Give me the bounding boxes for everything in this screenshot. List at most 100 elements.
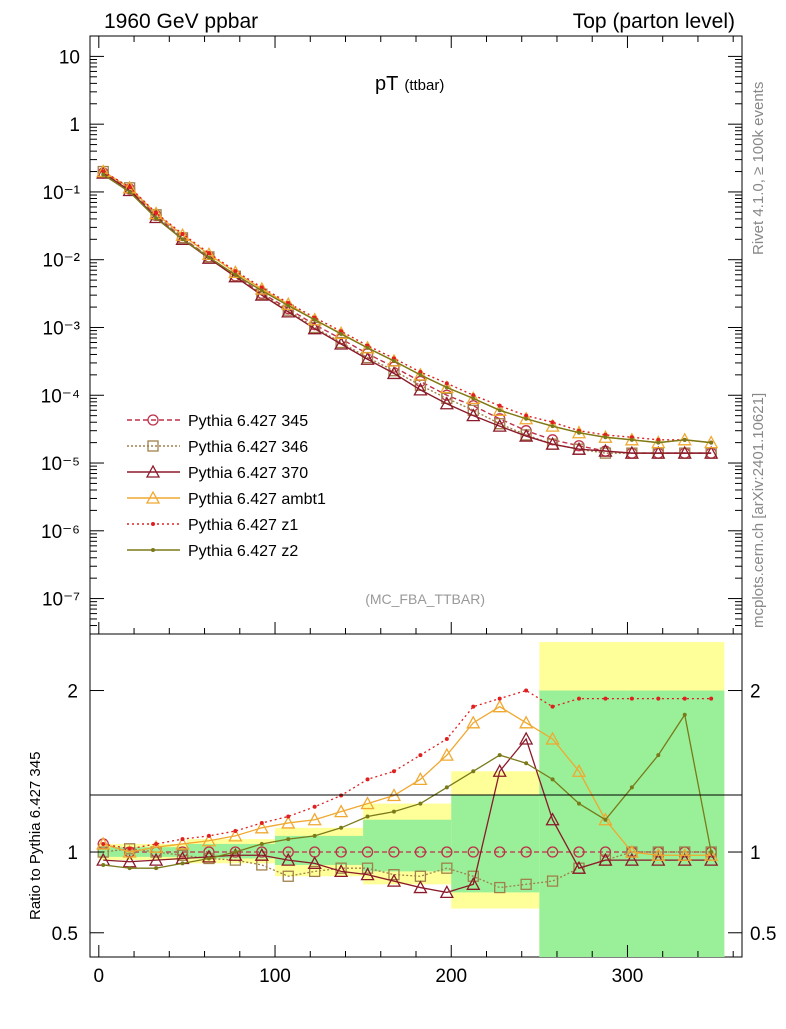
series-3-point bbox=[704, 445, 719, 459]
series-2-ratio-point bbox=[388, 868, 400, 881]
series-5-ratio-point bbox=[444, 736, 449, 741]
series-3-ratio-point bbox=[307, 855, 322, 869]
series-6-ratio-point bbox=[444, 785, 449, 790]
series-5-ratio-point bbox=[233, 829, 238, 834]
series-4-point bbox=[413, 367, 428, 381]
series-6-ratio-point bbox=[709, 850, 714, 855]
ratio-y-tick-label-right: 1 bbox=[750, 843, 761, 864]
series-3-ratio-point bbox=[334, 864, 349, 878]
series-6-ratio-point bbox=[312, 833, 317, 838]
series-6-ratio-point bbox=[471, 769, 476, 774]
series-4-ratio-point bbox=[492, 699, 507, 713]
series-5-ratio-point bbox=[497, 696, 502, 701]
x-tick-label: 200 bbox=[435, 966, 467, 987]
series-1-ratio-point bbox=[467, 846, 479, 858]
series-6-ratio-point bbox=[656, 753, 661, 758]
series-2-ratio-point bbox=[176, 849, 189, 861]
series-6-point bbox=[312, 317, 317, 322]
series-1-ratio-point bbox=[441, 846, 453, 858]
series-5-ratio-point bbox=[101, 841, 106, 846]
series-5-ratio-point bbox=[391, 769, 396, 774]
series-5-point bbox=[259, 285, 264, 290]
series-4-ratio-point bbox=[360, 796, 375, 810]
ratio-series-group bbox=[96, 688, 719, 899]
series-5-point bbox=[206, 251, 211, 256]
series-6-ratio-point bbox=[418, 801, 423, 806]
y-tick-label: 10⁻² bbox=[43, 251, 81, 272]
series-4-ratio-point bbox=[96, 836, 111, 850]
series-2-ratio-point bbox=[546, 875, 559, 887]
ratio-ylabel: Ratio to Pythia 6.427 345 bbox=[27, 752, 44, 920]
ratio-y-tick-label-right: 2 bbox=[750, 682, 761, 703]
series-3-ratio-line bbox=[103, 737, 712, 894]
series-5-ratio-point bbox=[312, 804, 317, 809]
series-5-ratio-point bbox=[365, 777, 370, 782]
series-6-point bbox=[339, 332, 344, 337]
series-3-ratio-point bbox=[254, 847, 269, 861]
series-6-ratio-point bbox=[391, 809, 396, 814]
series-6-ratio-point bbox=[101, 862, 106, 867]
y-tick-label: 10⁻¹ bbox=[43, 183, 81, 204]
series-3-ratio-point bbox=[466, 876, 481, 890]
series-5-ratio-point bbox=[180, 837, 185, 842]
chart-title-sub: (ttbar) bbox=[404, 77, 444, 94]
series-3-ratio-point bbox=[413, 880, 428, 894]
series-2-ratio-point bbox=[441, 862, 453, 874]
series-3-point bbox=[492, 418, 507, 432]
ratio-y-tick-label: 2 bbox=[67, 682, 78, 703]
series-6-point bbox=[154, 216, 159, 221]
series-6-ratio-point bbox=[259, 841, 264, 846]
series-1-ratio-point bbox=[573, 846, 585, 858]
series-3-ratio-point bbox=[519, 731, 534, 745]
series-6-ratio-point bbox=[286, 837, 291, 842]
series-2-ratio-point bbox=[203, 852, 215, 865]
series-3-point bbox=[386, 366, 402, 380]
series-1-ratio-point bbox=[546, 846, 559, 858]
series-4-ratio-point bbox=[175, 836, 190, 850]
series-6-point bbox=[603, 435, 608, 440]
series-4-point bbox=[228, 265, 243, 279]
series-6-ratio-point bbox=[127, 866, 132, 871]
series-3-point bbox=[466, 408, 481, 422]
ratio-uncertainty-bands bbox=[98, 642, 725, 957]
series-4-ratio-point bbox=[228, 828, 243, 842]
series-3-ratio-point bbox=[704, 852, 719, 866]
series-6-point bbox=[682, 437, 687, 442]
series-5-point bbox=[339, 329, 344, 334]
series-5-point bbox=[444, 381, 449, 386]
analysis-label: (MC_FBA_TTBAR) bbox=[365, 591, 485, 607]
series-1-ratio-point bbox=[282, 846, 294, 858]
series-1-ratio-point bbox=[361, 846, 374, 858]
series-4-ratio-point bbox=[281, 815, 296, 829]
series-3-ratio-point bbox=[598, 852, 613, 866]
series-6-point bbox=[497, 408, 502, 413]
series-6-point bbox=[365, 345, 370, 350]
series-5-ratio-point bbox=[577, 696, 581, 701]
series-5-ratio-point bbox=[656, 696, 661, 701]
series-6-ratio-point bbox=[365, 814, 370, 819]
series-6-ratio-point bbox=[339, 825, 344, 830]
legend-label: Pythia 6.427 z2 bbox=[188, 543, 298, 560]
series-5-point bbox=[656, 437, 661, 442]
series-3-ratio-point bbox=[492, 763, 507, 777]
series-2-ratio-point bbox=[520, 878, 532, 890]
series-5-ratio-point bbox=[603, 696, 608, 701]
series-3-ratio-point bbox=[651, 852, 666, 866]
series-4-ratio-point bbox=[545, 731, 560, 745]
series-6-point bbox=[233, 272, 238, 277]
series-4-ratio-point bbox=[571, 763, 587, 777]
series-6-point bbox=[127, 189, 132, 194]
series-3-point bbox=[677, 445, 692, 459]
legend-label: Pythia 6.427 370 bbox=[188, 465, 308, 482]
series-1-ratio-point bbox=[229, 846, 242, 858]
series-3-point bbox=[307, 321, 322, 335]
series-5-point bbox=[550, 420, 555, 425]
series-5-ratio-point bbox=[259, 820, 264, 825]
series-5-ratio-point bbox=[550, 704, 555, 709]
series-6-point bbox=[418, 372, 423, 377]
chart-title-main: pT bbox=[375, 73, 398, 95]
series-6-ratio-point bbox=[154, 866, 159, 871]
series-3-point bbox=[598, 443, 613, 457]
series-6-point bbox=[180, 237, 185, 242]
